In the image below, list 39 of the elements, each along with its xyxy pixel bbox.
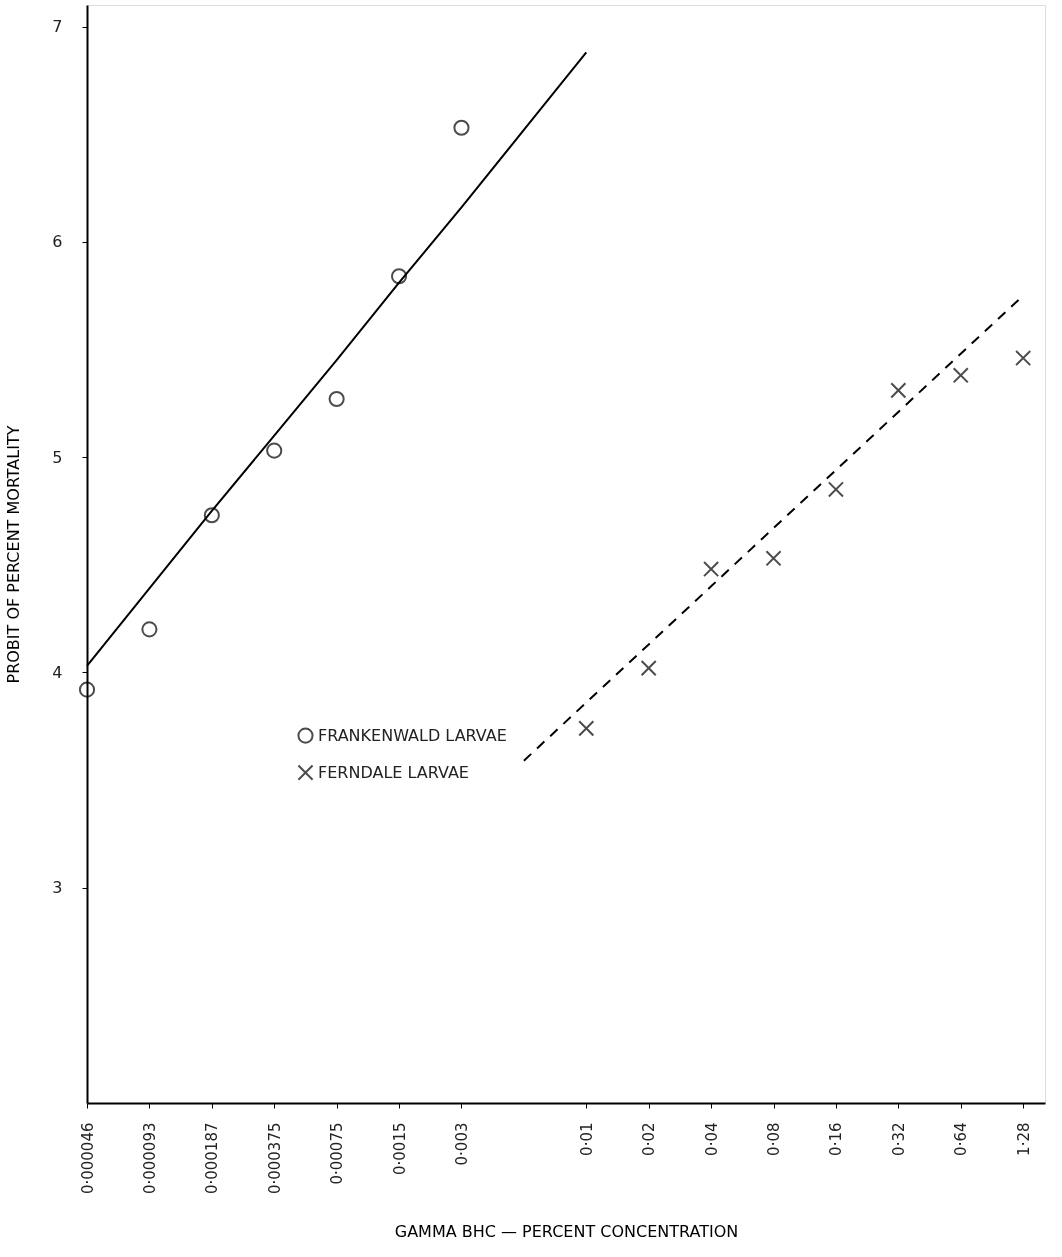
y-tick-label: 3: [52, 878, 63, 898]
legend-label: FRANKENWALD LARVAE: [318, 725, 507, 745]
x-tick-label: 0·04: [702, 1122, 721, 1156]
x-tick-label: 0·000375: [265, 1122, 284, 1195]
point: [1015, 350, 1032, 367]
point: [141, 621, 158, 638]
point: [703, 561, 720, 578]
x-tick-label: 0·000093: [140, 1122, 159, 1195]
x-tick-label: 0·16: [827, 1122, 846, 1156]
x-tick-label: 0·02: [640, 1122, 659, 1156]
point: [578, 720, 595, 737]
point: [827, 481, 844, 498]
point: [952, 367, 969, 384]
point: [390, 268, 408, 285]
x-axis-title: GAMMA BHC — PERCENT CONCENTRATION: [394, 1222, 739, 1242]
x-tick-label: 0·003: [452, 1122, 471, 1166]
point: [328, 390, 345, 408]
x-tick-label: 0·01: [577, 1122, 596, 1156]
point: [765, 550, 782, 567]
x-tick-label: 0·0015: [390, 1122, 409, 1175]
x-tick-label: 0·00075: [328, 1122, 347, 1185]
x-tick-label: 0·000046: [78, 1122, 97, 1195]
point: [453, 119, 470, 136]
y-tick-label: 4: [52, 662, 63, 682]
x-tick-label: 0·08: [765, 1122, 784, 1156]
y-axis-title: PROBIT OF PERCENT MORTALITY: [4, 425, 24, 684]
x-tick-label: 0·32: [889, 1122, 908, 1156]
y-tick-label: 5: [52, 447, 63, 467]
point: [890, 382, 907, 399]
y-tick-label: 7: [52, 17, 63, 37]
point: [203, 507, 220, 524]
x-tick-label: 1·28: [1014, 1122, 1033, 1156]
legend-label: FERNDALE LARVAE: [318, 762, 469, 782]
x-tick-label: 0·64: [952, 1122, 971, 1156]
point: [78, 681, 96, 698]
point: [640, 660, 657, 677]
y-tick-label: 6: [52, 232, 63, 252]
x-tick-label: 0·000187: [203, 1122, 222, 1195]
point: [266, 442, 283, 459]
